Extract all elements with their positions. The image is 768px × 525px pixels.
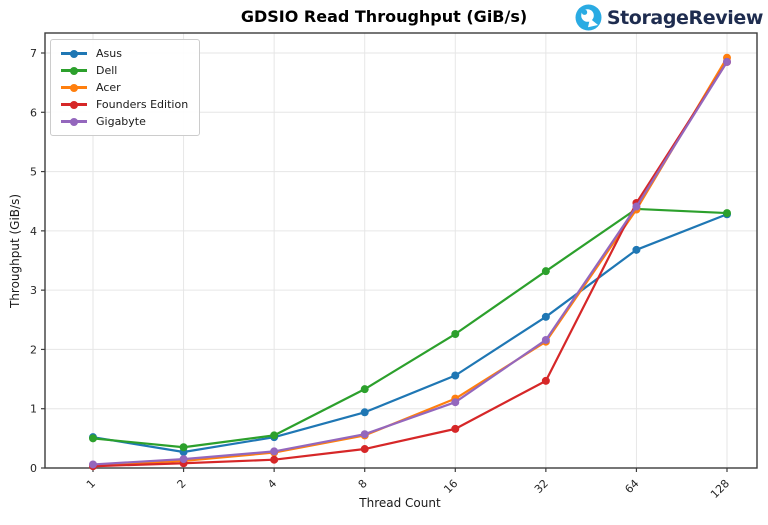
data-point-founders-edition [270, 455, 279, 464]
data-point-asus [632, 245, 641, 254]
legend-item-gigabyte: Gigabyte [61, 115, 188, 128]
data-point-gigabyte [270, 447, 279, 456]
data-point-dell [270, 431, 279, 440]
y-tick-label: 4 [30, 225, 37, 238]
data-point-asus [541, 312, 550, 321]
y-tick-label: 2 [30, 343, 37, 356]
storagereview-logo-icon [575, 4, 602, 31]
legend-marker-icon [61, 83, 87, 92]
x-tick-label: 2 [175, 477, 189, 491]
data-point-dell [723, 209, 731, 218]
y-tick-label: 1 [30, 403, 37, 416]
axes-box [44, 32, 758, 469]
legend-item-founders-edition: Founders Edition [61, 98, 188, 111]
chart-legend: Asus Dell Acer Founders Edition Gigabyte [50, 39, 201, 136]
x-tick-label: 128 [708, 477, 732, 501]
legend-label: Asus [96, 47, 122, 60]
data-point-gigabyte [360, 430, 369, 439]
legend-item-asus: Asus [61, 47, 188, 60]
y-tick-label: 3 [30, 284, 37, 297]
x-tick-label: 4 [265, 477, 279, 491]
series-line-gigabyte [91, 60, 729, 466]
data-point-gigabyte [451, 398, 460, 407]
data-point-founders-edition [451, 424, 460, 433]
data-point-dell [451, 330, 460, 339]
x-tick-label: 16 [441, 477, 460, 496]
data-point-gigabyte [179, 455, 188, 464]
legend-dot-icon [70, 66, 78, 75]
y-tick-label: 0 [30, 462, 37, 475]
chart-title: GDSIO Read Throughput (GiB/s) [240, 7, 528, 26]
series-line-founders-edition [91, 60, 729, 468]
data-point-gigabyte [632, 202, 641, 211]
legend-marker-icon [61, 117, 87, 126]
y-tick-label: 6 [30, 106, 37, 119]
legend-label: Dell [96, 64, 118, 77]
legend-item-dell: Dell [61, 64, 188, 77]
legend-marker-icon [61, 100, 87, 109]
data-point-dell [541, 267, 550, 276]
legend-label: Acer [96, 81, 121, 94]
data-point-dell [89, 434, 97, 443]
data-point-gigabyte [89, 460, 97, 469]
legend-label: Gigabyte [96, 115, 146, 128]
y-tick-label: 5 [30, 166, 37, 179]
legend-dot-icon [70, 49, 78, 58]
y-tick-label: 7 [30, 47, 37, 60]
series-line-asus [91, 213, 729, 454]
y-axis-label: Throughput (GiB/s) [8, 193, 22, 309]
series-line-dell [91, 207, 729, 449]
x-tick-label: 64 [622, 477, 641, 496]
data-point-asus [360, 408, 369, 417]
data-point-asus [451, 371, 460, 380]
x-tick-label: 1 [84, 477, 98, 491]
storagereview-logo: StorageReview [575, 4, 763, 31]
x-tick-label: 32 [532, 477, 551, 496]
legend-dot-icon [70, 117, 78, 126]
legend-label: Founders Edition [96, 98, 189, 111]
data-point-dell [179, 443, 188, 452]
storagereview-logo-text: StorageReview [606, 6, 764, 29]
legend-marker-icon [61, 49, 87, 58]
data-point-dell [360, 385, 369, 394]
x-tick-label: 8 [356, 477, 370, 491]
data-point-gigabyte [541, 335, 550, 344]
legend-dot-icon [70, 83, 78, 92]
data-point-founders-edition [360, 445, 369, 454]
x-axis-label: Thread Count [359, 496, 441, 510]
legend-marker-icon [61, 66, 87, 75]
legend-item-acer: Acer [61, 81, 188, 94]
legend-dot-icon [70, 100, 78, 109]
data-point-founders-edition [541, 376, 550, 385]
data-point-gigabyte [723, 57, 731, 66]
